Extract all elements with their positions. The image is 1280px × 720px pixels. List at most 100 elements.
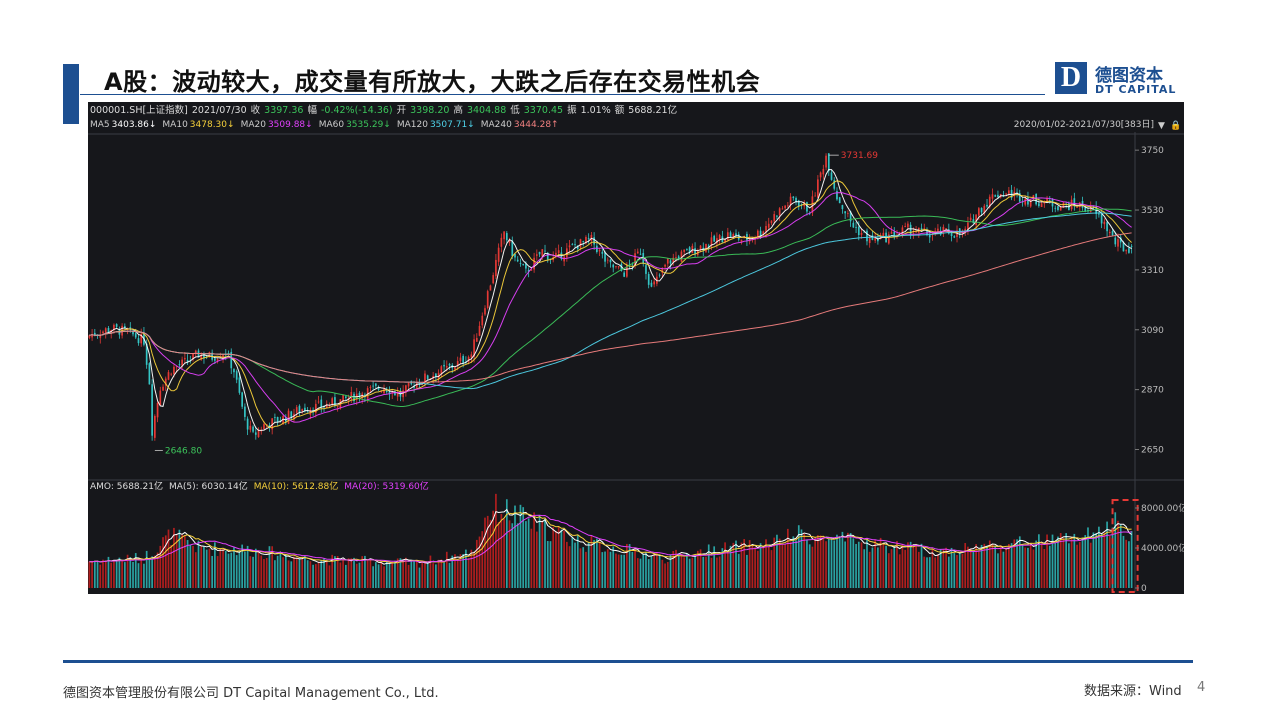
candle-body <box>197 350 200 358</box>
candle-body <box>582 241 585 242</box>
volume-bar <box>923 556 926 588</box>
volume-bar <box>585 551 587 588</box>
date-range-label[interactable]: 2020/01/02-2021/07/30[383日] <box>1014 119 1154 130</box>
volume-bar <box>604 551 606 588</box>
candle-body <box>525 263 527 269</box>
volume-bar <box>1076 544 1078 588</box>
volume-bar <box>380 561 383 588</box>
candle-body <box>443 364 445 367</box>
candle-body <box>705 243 707 252</box>
volume-bar <box>937 554 939 588</box>
candle-body <box>923 228 926 230</box>
volume-bar <box>134 553 137 588</box>
volume-tick-label: 8000.00亿 <box>1141 502 1184 514</box>
volume-bar <box>997 553 999 588</box>
legend-text: 3398.20 <box>410 105 449 116</box>
volume-bar <box>113 560 115 588</box>
volume-bar <box>110 562 113 588</box>
candle-body <box>817 179 819 198</box>
legend-text: MA5 <box>90 120 110 130</box>
legend-text: 3403.86↓ <box>112 120 157 130</box>
volume-bar <box>1029 542 1032 588</box>
volume-bar <box>917 551 920 588</box>
candle-body <box>686 249 688 250</box>
candle-body <box>756 230 759 238</box>
volume-bar <box>806 539 808 588</box>
candle-body <box>1062 202 1065 208</box>
volume-bar <box>222 549 224 588</box>
volume-bar <box>287 560 290 588</box>
candle-body <box>615 266 617 268</box>
candle-body <box>132 330 134 335</box>
volume-bar <box>99 564 102 588</box>
candle-body <box>1089 206 1092 213</box>
candle-body <box>904 226 907 228</box>
price-tick-label: 3750 <box>1141 146 1164 156</box>
candle-body <box>405 385 407 393</box>
lock-icon[interactable]: 🔒 <box>1170 120 1181 131</box>
volume-bar <box>890 549 893 588</box>
candle-body <box>650 282 653 287</box>
volume-bar <box>956 555 958 588</box>
volume-bar <box>1002 551 1005 588</box>
candle-body <box>115 324 118 327</box>
volume-bar <box>309 561 312 588</box>
legend-text: -0.42%(-14.36) <box>321 105 393 116</box>
volume-bar <box>620 554 623 588</box>
volume-bar <box>500 513 503 588</box>
volume-bar <box>980 544 983 588</box>
candle-body <box>194 350 197 353</box>
candle-body <box>383 388 385 394</box>
volume-bar <box>795 540 797 588</box>
volume-bar <box>503 518 505 588</box>
legend-text: 开 <box>397 105 407 116</box>
volume-bar <box>293 556 295 588</box>
candle-body <box>113 324 115 331</box>
candle-body <box>344 396 347 398</box>
footer-company: 德图资本管理股份有限公司 DT Capital Management Co., … <box>63 686 439 701</box>
volume-bar <box>800 529 803 588</box>
volume-bar <box>205 549 208 588</box>
legend-text: 5688.21亿 <box>628 104 677 116</box>
volume-bar <box>975 544 977 588</box>
candle-body <box>636 251 639 254</box>
candle-body <box>645 265 647 274</box>
volume-bar <box>844 541 846 588</box>
price-tick-label: 3530 <box>1141 206 1164 216</box>
volume-bar <box>961 553 964 588</box>
volume-bar <box>988 540 991 588</box>
volume-bar <box>964 543 967 588</box>
candle-body <box>920 228 923 230</box>
volume-bar <box>375 562 377 588</box>
volume-bar <box>688 558 691 588</box>
volume-bar <box>181 534 183 588</box>
volume-bar <box>631 551 634 588</box>
volume-bar <box>415 560 418 588</box>
volume-bar <box>178 529 181 588</box>
candle-body <box>571 244 574 246</box>
volume-bar <box>107 556 110 588</box>
volume-bar <box>626 543 628 588</box>
candle-body <box>762 231 765 235</box>
volume-bar <box>306 560 309 588</box>
volume-bar <box>200 545 203 588</box>
candle-body <box>388 391 391 395</box>
legend-text: 2021/07/30 <box>192 105 247 116</box>
candle-body <box>857 226 860 236</box>
title-accent-bar <box>63 64 79 124</box>
volume-bar <box>1130 531 1133 588</box>
volume-bar <box>445 551 448 588</box>
candle-body <box>901 227 904 235</box>
candle-body <box>838 197 841 204</box>
volume-bar <box>669 554 672 588</box>
volume-bar <box>145 550 148 588</box>
candle-body <box>983 205 986 214</box>
candle-body <box>317 401 320 403</box>
volume-bar <box>514 505 516 588</box>
volume-bar <box>563 530 565 588</box>
candle-body <box>664 264 666 267</box>
dropdown-arrow-icon[interactable]: ▼ <box>1158 121 1165 131</box>
volume-bar <box>459 554 462 588</box>
volume-bar <box>726 551 729 588</box>
candle-body <box>781 208 784 210</box>
